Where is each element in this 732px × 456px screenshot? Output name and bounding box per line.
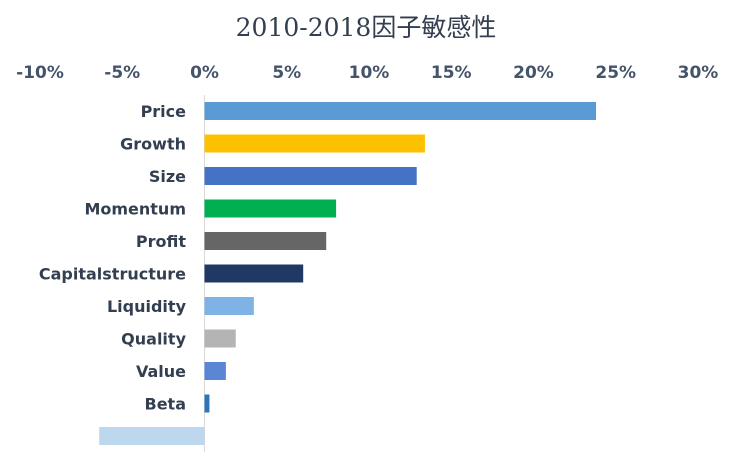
category-label-size: Size [149,167,186,186]
bars [99,102,597,445]
bar-price [204,102,597,120]
category-label-beta: Beta [145,395,187,414]
category-labels: Price Growth Size Momentum Profit Capitalstru… [39,102,187,446]
category-label-momentum: Momentum [84,200,186,219]
category-label-price: Price [141,102,187,121]
bar-size [204,167,417,185]
bar-quality [204,329,236,348]
x-tick-label: 25% [595,63,636,83]
bar-defence [99,427,205,445]
x-tick-label: 30% [678,63,719,83]
x-tick-label: 5% [272,63,301,83]
bar-value [204,362,226,380]
bar-capitalstructure [204,264,304,283]
x-axis-tick-labels: -10% -5% 0% 5% 10% 15% 20% 25% 30% [16,63,718,83]
x-tick-label: 15% [431,63,472,83]
bar-growth [204,134,425,153]
category-label-value: Value [136,362,186,381]
category-label-liquidity: Liquidity [107,297,187,316]
x-tick-label: 10% [349,63,390,83]
category-label-growth: Growth [120,135,186,154]
category-label-profit: Profit [136,232,186,251]
category-label-quality: Quality [121,330,186,349]
bar-beta [204,394,210,413]
bar-profit [204,232,327,250]
x-tick-label: 20% [513,63,554,83]
x-tick-label: -5% [104,63,140,83]
bar-liquidity [204,297,254,315]
x-tick-label: 0% [190,63,219,83]
chart-title: 2010-2018因子敏感性 [236,13,497,42]
category-label-capitalstructure: Capitalstructure [39,265,186,284]
bar-momentum [204,199,337,218]
x-tick-label: -10% [16,63,64,83]
